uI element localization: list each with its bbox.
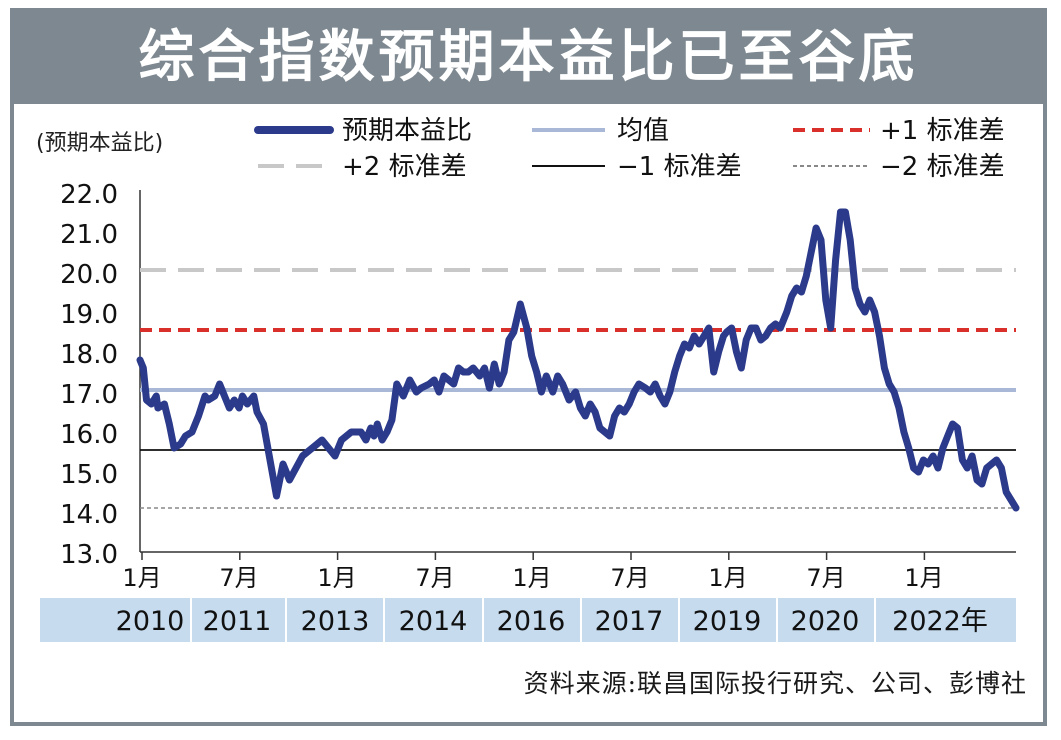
x-year-label: 2010 — [116, 606, 185, 637]
x-year-label: 2013 — [301, 606, 370, 637]
x-month-label: 1月 — [512, 564, 551, 592]
x-month-label: 1月 — [317, 564, 356, 592]
year-band-cell — [40, 598, 190, 642]
x-year-label: 2014 — [399, 606, 468, 637]
title-bar: 综合指数预期本益比已至谷底 — [14, 12, 1043, 104]
y-tick-label: 22.0 — [60, 180, 118, 210]
year-band-cell — [287, 598, 383, 642]
y-tick-label: 13.0 — [60, 540, 118, 570]
source-note: 资料来源:联昌国际投行研究、公司、彭博社 — [523, 669, 1027, 698]
x-year-label: 2019 — [693, 606, 762, 637]
legend: 预期本益比 均值 +1 标准差 +2 标准差 −1 标准差 −2 标准差 — [254, 116, 1005, 182]
x-year-label: 2011 — [203, 606, 272, 637]
y-tick-label: 19.0 — [60, 300, 118, 330]
x-year-label: 2020 — [791, 606, 860, 637]
x-ticks — [141, 552, 926, 560]
year-band-cell — [582, 598, 678, 642]
x-month-label: 1月 — [708, 564, 747, 592]
year-band-cell — [680, 598, 776, 642]
year-band-cell — [385, 598, 482, 642]
y-tick-label: 17.0 — [60, 380, 118, 410]
y-tick-label: 15.0 — [60, 460, 118, 490]
y-axis-label: (预期本益比) — [36, 131, 163, 156]
legend-label-plus2: +2 标准差 — [342, 152, 467, 182]
x-year-label: 2017 — [595, 606, 664, 637]
x-month-label: 1月 — [904, 564, 943, 592]
legend-label-mean: 均值 — [617, 116, 669, 146]
x-year-label: 2016 — [497, 606, 566, 637]
y-tick-label: 18.0 — [60, 340, 118, 370]
legend-label-minus1: −1 标准差 — [617, 152, 742, 182]
y-tick-label: 21.0 — [60, 220, 118, 250]
x-month-label: 1月 — [122, 564, 161, 592]
x-month-label: 7月 — [806, 564, 845, 592]
legend-label-plus1: +1 标准差 — [880, 116, 1005, 146]
chart-title: 综合指数预期本益比已至谷底 — [138, 25, 919, 90]
y-tick-label: 14.0 — [60, 500, 118, 530]
x-month-label: 7月 — [415, 564, 454, 592]
x-year-label: 2022年 — [892, 606, 988, 637]
x-month-label: 7月 — [219, 564, 258, 592]
legend-label-pe: 预期本益比 — [342, 116, 472, 146]
year-band-cell — [484, 598, 580, 642]
x-month-label: 7月 — [610, 564, 649, 592]
year-band — [40, 598, 1016, 642]
y-tick-label: 20.0 — [60, 260, 118, 290]
year-band-cell — [778, 598, 874, 642]
y-tick-label: 16.0 — [60, 420, 118, 450]
year-band-cell — [192, 598, 285, 642]
pe-series-line — [136, 208, 1020, 512]
legend-label-minus2: −2 标准差 — [880, 152, 1005, 182]
year-band-cell — [876, 598, 1016, 642]
